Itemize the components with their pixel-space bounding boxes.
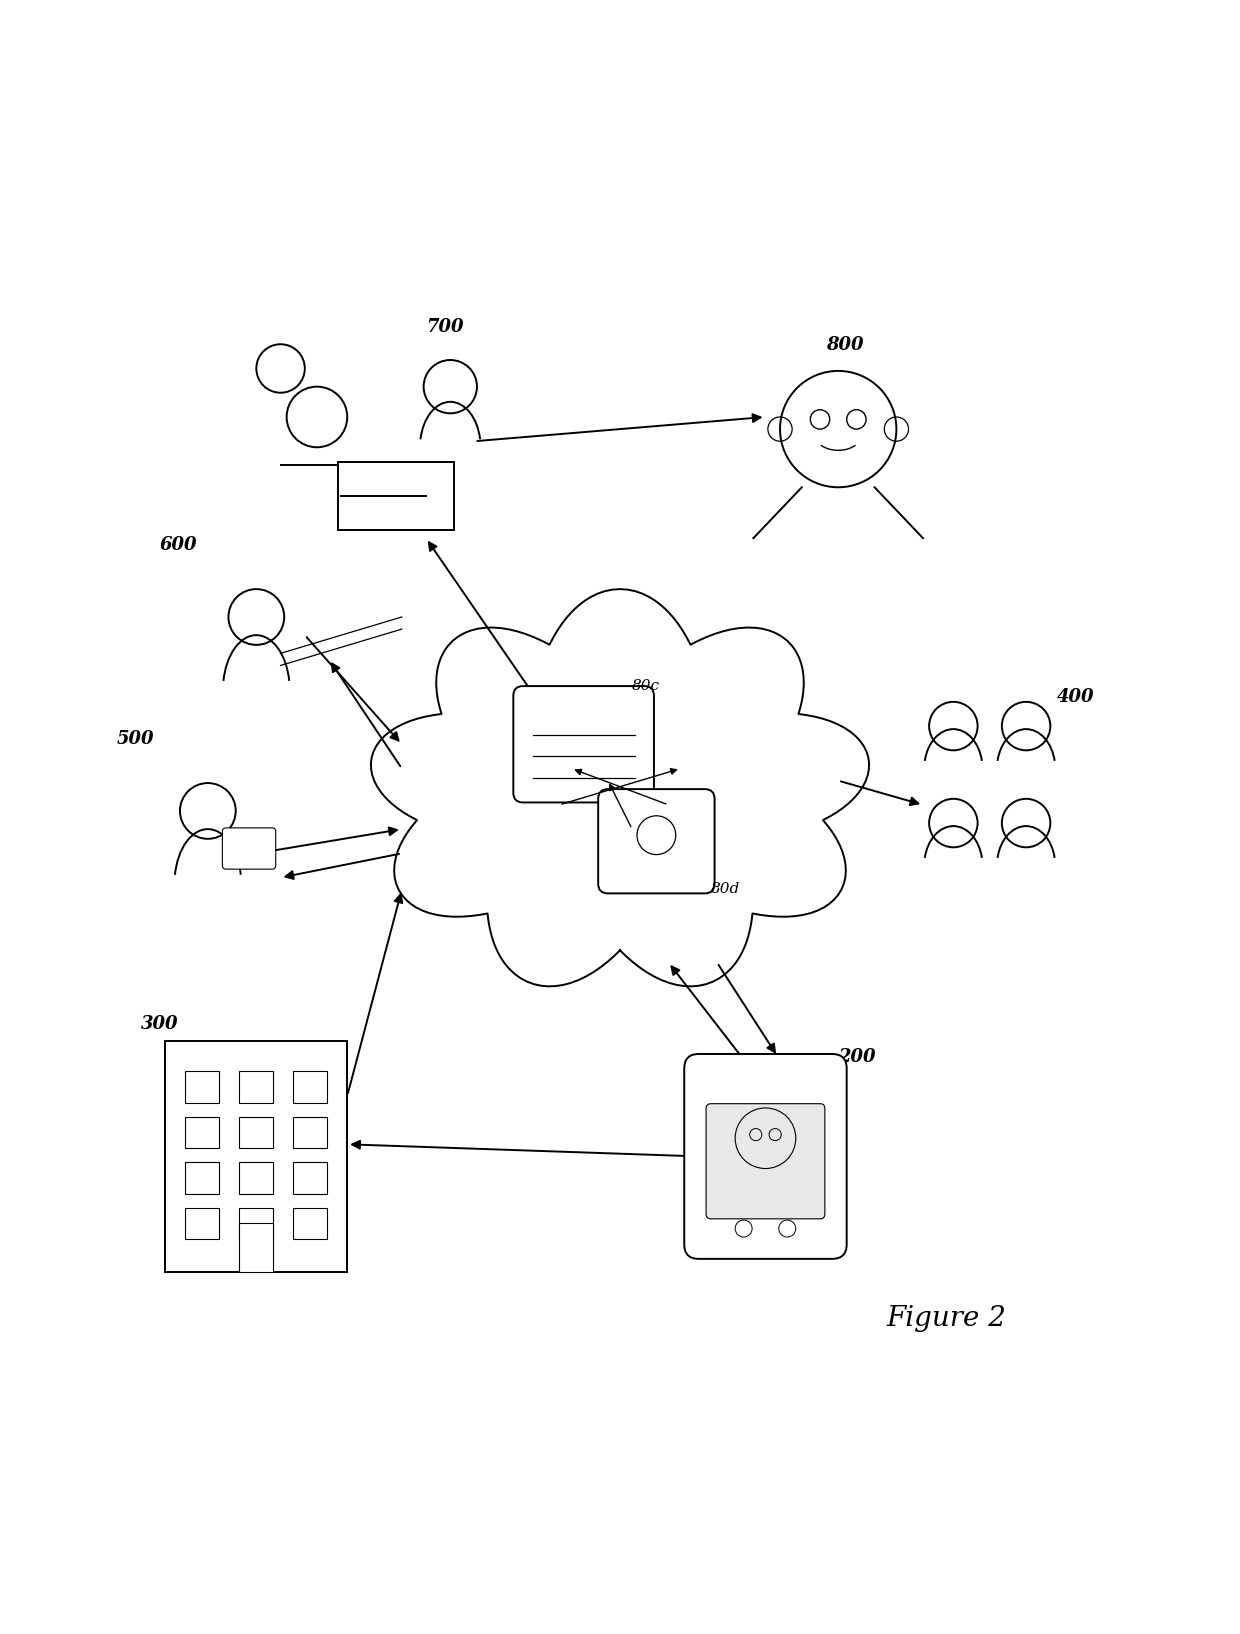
- Text: 300: 300: [141, 1015, 179, 1033]
- Text: 200: 200: [838, 1049, 875, 1067]
- FancyBboxPatch shape: [222, 828, 275, 869]
- Text: 800: 800: [826, 337, 863, 355]
- Bar: [239, 1208, 273, 1239]
- Bar: [186, 1208, 219, 1239]
- Text: 80d: 80d: [711, 882, 740, 897]
- Bar: [239, 1162, 273, 1194]
- Bar: [239, 1072, 273, 1103]
- Bar: [294, 1116, 327, 1149]
- Bar: [294, 1162, 327, 1194]
- Text: 500: 500: [117, 730, 155, 748]
- Bar: [294, 1072, 327, 1103]
- Bar: [294, 1208, 327, 1239]
- Bar: [239, 1224, 273, 1271]
- Text: Figure 2: Figure 2: [887, 1306, 1007, 1332]
- Bar: [186, 1162, 219, 1194]
- FancyBboxPatch shape: [684, 1054, 847, 1258]
- Bar: [239, 1116, 273, 1149]
- Bar: [165, 1041, 347, 1271]
- Bar: [186, 1116, 219, 1149]
- Text: 600: 600: [160, 536, 197, 554]
- Text: 700: 700: [427, 319, 464, 337]
- FancyBboxPatch shape: [337, 462, 454, 529]
- Bar: [186, 1072, 219, 1103]
- Text: 80c: 80c: [632, 678, 660, 693]
- FancyBboxPatch shape: [513, 686, 653, 802]
- FancyBboxPatch shape: [706, 1103, 825, 1219]
- FancyBboxPatch shape: [598, 789, 714, 894]
- Text: 400: 400: [1056, 688, 1094, 706]
